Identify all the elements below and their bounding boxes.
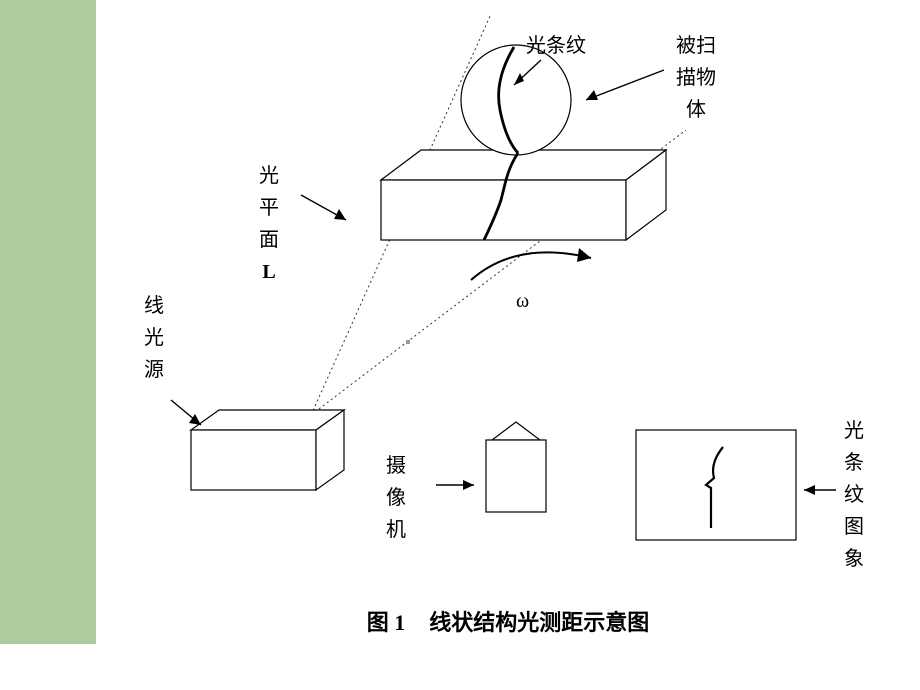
- arrow-light-plane: [301, 195, 346, 220]
- figure-caption: 图 1 线状结构光测距示意图: [96, 605, 920, 637]
- camera: [486, 422, 546, 512]
- caption-prefix: 图 1: [367, 610, 406, 635]
- image-box: [636, 430, 796, 540]
- arrow-scanned-object: [586, 70, 664, 100]
- label-scanned-object: 被扫 描物 体: [676, 30, 716, 126]
- label-stripe-image: 光 条 纹 图 象: [844, 415, 864, 575]
- label-camera: 摄 像 机: [386, 450, 406, 546]
- arrow-line-source: [171, 400, 201, 425]
- arrow-camera: [436, 480, 474, 490]
- diagram-svg: [96, 0, 920, 650]
- left-sidebar: [0, 0, 96, 644]
- label-light-stripe: 光条纹: [526, 30, 586, 62]
- center-dot: [406, 340, 410, 344]
- label-line-source: 线 光 源: [144, 290, 164, 386]
- arrow-stripe-image: [804, 485, 836, 495]
- platform-box: [381, 150, 666, 240]
- label-omega: ω: [516, 285, 529, 317]
- rotation-arrow: [471, 248, 591, 280]
- caption-text: 线状结构光测距示意图: [429, 610, 649, 635]
- label-light-stripe-text: 光条纹: [526, 35, 586, 57]
- label-omega-text: ω: [516, 290, 529, 312]
- diagram: 光条纹 被扫 描物 体 光 平 面 L 线 光 源 摄 像 机 光 条 纹 图 …: [96, 0, 920, 690]
- label-light-plane: 光 平 面 L: [259, 160, 279, 288]
- light-source-box: [191, 410, 344, 490]
